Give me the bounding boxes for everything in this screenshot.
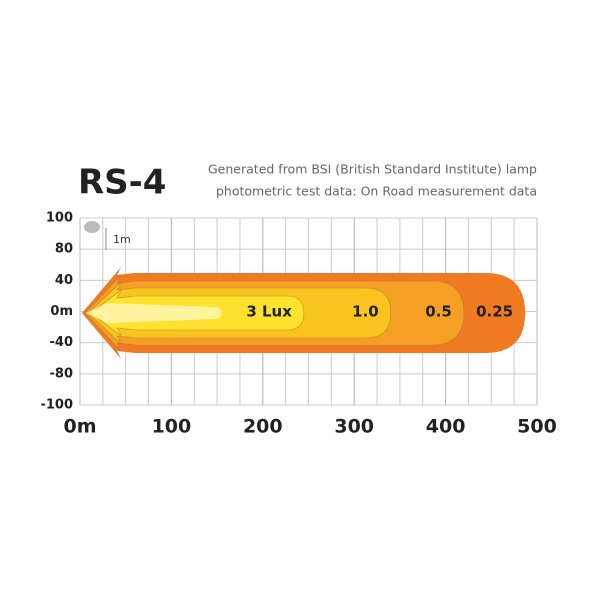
- scale-note: 1m: [113, 233, 131, 246]
- y-tick-label: 0m: [50, 304, 73, 319]
- zone-label: 3 Lux: [246, 303, 292, 321]
- y-tick-label: -100: [40, 398, 73, 413]
- y-tick-label: 100: [46, 211, 73, 226]
- x-tick-label: 500: [517, 416, 557, 438]
- x-tick-label: 200: [243, 416, 283, 438]
- y-tick-label: -40: [50, 335, 74, 350]
- x-tick-label: 0m: [63, 416, 96, 438]
- zone-label: 0.25: [476, 303, 513, 321]
- x-tick-label: 300: [334, 416, 374, 438]
- y-tick-label: -80: [50, 366, 74, 381]
- y-tick-label: 40: [55, 273, 73, 288]
- chart-subtitle: Generated from BSI (British Standard Ins…: [208, 162, 537, 177]
- y-tick-label: 80: [55, 242, 73, 257]
- beam-core: [86, 303, 222, 323]
- zone-label: 1.0: [352, 303, 379, 321]
- chart-title: RS-4: [78, 163, 166, 203]
- chart-subtitle: photometric test data: On Road measureme…: [216, 184, 537, 199]
- zone-label: 0.5: [425, 303, 452, 321]
- x-tick-label: 400: [426, 416, 466, 438]
- x-tick-label: 100: [152, 416, 192, 438]
- lamp-icon: [84, 221, 100, 233]
